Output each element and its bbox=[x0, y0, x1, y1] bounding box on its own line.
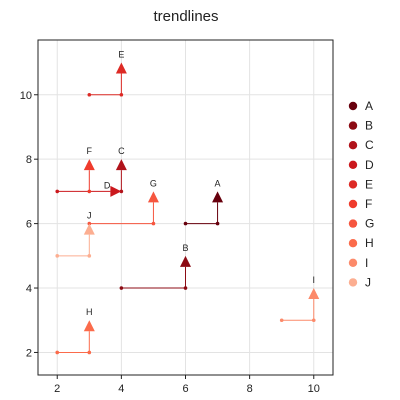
legend-label: J bbox=[365, 275, 371, 289]
data-point bbox=[119, 286, 124, 290]
legend-item-I: I bbox=[348, 256, 368, 270]
data-point bbox=[55, 189, 60, 194]
data-point bbox=[151, 221, 156, 226]
arrow-head bbox=[180, 255, 191, 267]
data-point bbox=[87, 221, 92, 226]
legend-marker bbox=[348, 258, 358, 267]
x-tick-label: 4 bbox=[118, 383, 124, 395]
series-E: E bbox=[87, 50, 127, 97]
legend-item-H: H bbox=[348, 236, 374, 250]
legend-label: D bbox=[365, 158, 374, 172]
x-tick-label: 10 bbox=[308, 383, 320, 395]
point-label: I bbox=[313, 275, 316, 285]
legend-label: A bbox=[365, 99, 373, 113]
legend-item-C: C bbox=[348, 138, 374, 152]
legend-item-F: F bbox=[348, 197, 372, 211]
legend-marker bbox=[348, 141, 358, 150]
legend-marker bbox=[348, 101, 358, 111]
arrow-head bbox=[212, 191, 224, 203]
data-point bbox=[311, 318, 316, 323]
point-label: D bbox=[104, 180, 111, 190]
y-tick-label: 6 bbox=[26, 219, 32, 231]
legend-label: F bbox=[365, 197, 372, 211]
x-tick-label: 8 bbox=[247, 383, 253, 395]
data-point bbox=[55, 350, 60, 355]
data-point bbox=[279, 318, 284, 323]
series-J: J bbox=[55, 211, 95, 258]
y-tick-label: 2 bbox=[26, 347, 32, 359]
y-tick-label: 10 bbox=[20, 90, 32, 102]
series-A: A bbox=[183, 178, 224, 226]
y-tick-label: 4 bbox=[26, 283, 32, 295]
axis-ticks: 2 4 6 8 10 2 4 6 8 10 bbox=[20, 90, 320, 395]
data-point bbox=[87, 189, 92, 194]
chart-title: trendlines bbox=[153, 8, 218, 25]
legend-item-E: E bbox=[348, 177, 373, 191]
legend-label: C bbox=[365, 138, 374, 152]
series-F: F bbox=[83, 146, 95, 194]
point-label: F bbox=[87, 146, 93, 156]
point-label: B bbox=[182, 243, 188, 253]
data-point bbox=[87, 350, 92, 355]
legend-marker bbox=[348, 278, 358, 287]
point-label: A bbox=[215, 178, 221, 188]
arrow-head bbox=[147, 191, 159, 203]
legend-marker bbox=[348, 219, 358, 228]
legend-item-A: A bbox=[348, 99, 373, 113]
data-point bbox=[215, 221, 220, 226]
legend-marker bbox=[348, 199, 358, 209]
legend-item-J: J bbox=[348, 275, 371, 289]
arrow-head bbox=[110, 185, 122, 197]
series-B: B bbox=[119, 243, 191, 290]
series-H: H bbox=[55, 307, 95, 355]
data-point bbox=[183, 221, 188, 226]
arrow-head bbox=[115, 62, 127, 74]
arrow-head bbox=[308, 288, 320, 300]
legend-marker bbox=[348, 121, 358, 130]
arrow-head bbox=[83, 159, 95, 171]
series-layer: A B C D E F G H I J bbox=[55, 50, 320, 355]
y-tick-label: 8 bbox=[26, 154, 32, 166]
legend-label: E bbox=[365, 177, 373, 191]
data-point bbox=[87, 254, 92, 258]
point-label: G bbox=[150, 178, 157, 188]
series-G: G bbox=[87, 178, 159, 226]
legend-marker bbox=[348, 180, 358, 189]
grid bbox=[38, 40, 333, 375]
series-C: C bbox=[115, 146, 127, 194]
data-point bbox=[183, 286, 188, 290]
series-D: D bbox=[55, 180, 122, 197]
point-label: E bbox=[118, 50, 124, 60]
legend-marker bbox=[348, 239, 358, 248]
legend-label: H bbox=[365, 236, 374, 250]
x-tick-label: 2 bbox=[54, 383, 60, 395]
data-point bbox=[87, 92, 92, 97]
arrow-head bbox=[83, 320, 95, 332]
legend-item-D: D bbox=[348, 158, 374, 172]
legend-marker bbox=[348, 160, 358, 169]
data-point bbox=[119, 92, 124, 97]
series-I: I bbox=[279, 275, 320, 323]
point-label: J bbox=[87, 211, 92, 221]
arrow-head bbox=[83, 223, 95, 235]
legend-item-G: G bbox=[348, 217, 374, 231]
arrow-head bbox=[115, 159, 127, 171]
legend-label: B bbox=[365, 119, 373, 133]
point-label: C bbox=[118, 146, 125, 156]
legend-label: G bbox=[365, 217, 374, 231]
x-tick-label: 6 bbox=[182, 383, 188, 395]
point-label: H bbox=[86, 307, 93, 317]
legend-item-B: B bbox=[348, 119, 373, 133]
legend-label: I bbox=[365, 256, 368, 270]
data-point bbox=[55, 254, 60, 258]
